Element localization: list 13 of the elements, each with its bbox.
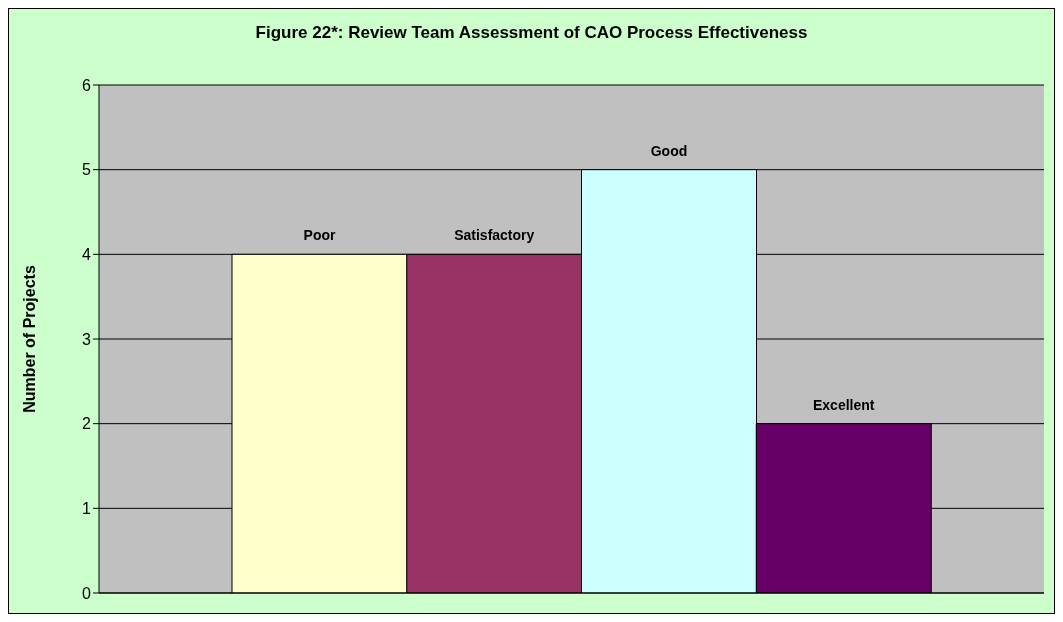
y-tick-label: 3 xyxy=(82,330,92,348)
x-tick-label: Good xyxy=(650,142,688,159)
y-tick-label: 4 xyxy=(82,246,92,264)
x-tick-label: Excellent xyxy=(813,396,875,413)
x-tick-label: Satisfactory xyxy=(454,227,535,244)
y-tick-label: 2 xyxy=(82,415,92,433)
x-tick-label: Poor xyxy=(303,227,336,244)
y-axis-title: Number of Projects xyxy=(20,265,38,413)
y-tick-label: 1 xyxy=(82,500,92,518)
y-tick-label: 5 xyxy=(82,161,92,179)
y-tick-label: 0 xyxy=(82,584,92,602)
y-tick-label: 6 xyxy=(82,76,92,94)
chart-title: Figure 22*: Review Team Assessment of CAO Process Effectiveness xyxy=(254,22,809,44)
